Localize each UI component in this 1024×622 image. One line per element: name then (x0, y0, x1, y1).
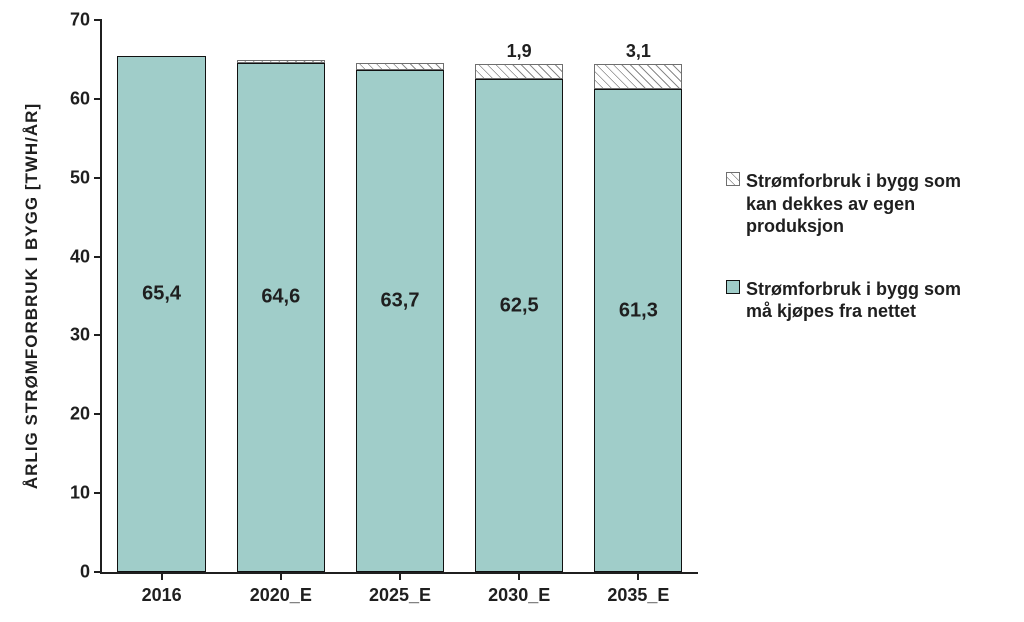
bar-group: 61,33,1 (594, 64, 682, 572)
y-tickmark (94, 492, 102, 494)
bar-label: 61,3 (619, 300, 658, 323)
x-tickmark (161, 572, 163, 580)
bar-top-label: 3,1 (626, 41, 651, 64)
x-tick-label: 2025_E (369, 585, 431, 606)
y-tick-label: 70 (70, 10, 90, 31)
bar-top-segment (237, 60, 325, 62)
plot-area: 010203040506070201665,42020_E64,62025_E6… (100, 20, 698, 574)
y-tickmark (94, 571, 102, 573)
x-tick-label: 2030_E (488, 585, 550, 606)
x-tickmark (280, 572, 282, 580)
y-tick-label: 20 (70, 404, 90, 425)
x-tickmark (518, 572, 520, 580)
bar-top-segment (356, 63, 444, 70)
legend-label: Strømforbruk i bygg somkan dekkes av ege… (746, 170, 961, 238)
legend-key-icon (726, 172, 740, 186)
y-tick-label: 60 (70, 88, 90, 109)
y-tick-label: 10 (70, 483, 90, 504)
bar-label: 63,7 (381, 289, 420, 312)
x-tick-label: 2035_E (607, 585, 669, 606)
legend-key-icon (726, 280, 740, 294)
y-tickmark (94, 98, 102, 100)
chart-container: 0 10 20 30 40 50 60 70 2016 65,4 2020_E 64,6 2025_E 6… (0, 0, 1024, 622)
bar-label: 65,4 (142, 282, 181, 305)
bar-group: 63,7 (356, 63, 444, 572)
x-tickmark (399, 572, 401, 580)
x-tick-label: 2016 (142, 585, 182, 606)
bar-group: 65,4 (117, 56, 205, 572)
y-tick-label: 40 (70, 246, 90, 267)
bar-group: 62,51,9 (475, 64, 563, 572)
bar-bottom-segment: 65,4 (117, 56, 205, 572)
y-tickmark (94, 19, 102, 21)
y-tick-label: 30 (70, 325, 90, 346)
y-axis-label: ÅRLIG STRØMFORBRUK I BYGG [TWH/ÅR] (22, 103, 42, 489)
y-tickmark (94, 413, 102, 415)
legend-label: Strømforbruk i bygg sommå kjøpes fra net… (746, 278, 961, 323)
bar-label: 62,5 (500, 294, 539, 317)
bar-bottom-segment: 61,3 (594, 89, 682, 572)
y-tickmark (94, 177, 102, 179)
y-tick-label: 50 (70, 167, 90, 188)
x-tickmark (637, 572, 639, 580)
bar-top-label: 1,9 (507, 41, 532, 64)
bar-bottom-segment: 63,7 (356, 70, 444, 572)
x-tick-label: 2020_E (250, 585, 312, 606)
bar-bottom-segment: 62,5 (475, 79, 563, 572)
bar-top-segment (594, 64, 682, 88)
legend-item: Strømforbruk i bygg somkan dekkes av ege… (726, 170, 1016, 238)
y-tick-label: 0 (80, 562, 90, 583)
bar-bottom-segment: 64,6 (237, 63, 325, 572)
bar-top-segment (475, 64, 563, 79)
legend-item: Strømforbruk i bygg sommå kjøpes fra net… (726, 278, 1016, 323)
bar-group: 64,6 (237, 60, 325, 572)
y-tickmark (94, 334, 102, 336)
y-tickmark (94, 256, 102, 258)
legend: Strømforbruk i bygg somkan dekkes av ege… (726, 170, 1016, 363)
bar-label: 64,6 (261, 286, 300, 309)
